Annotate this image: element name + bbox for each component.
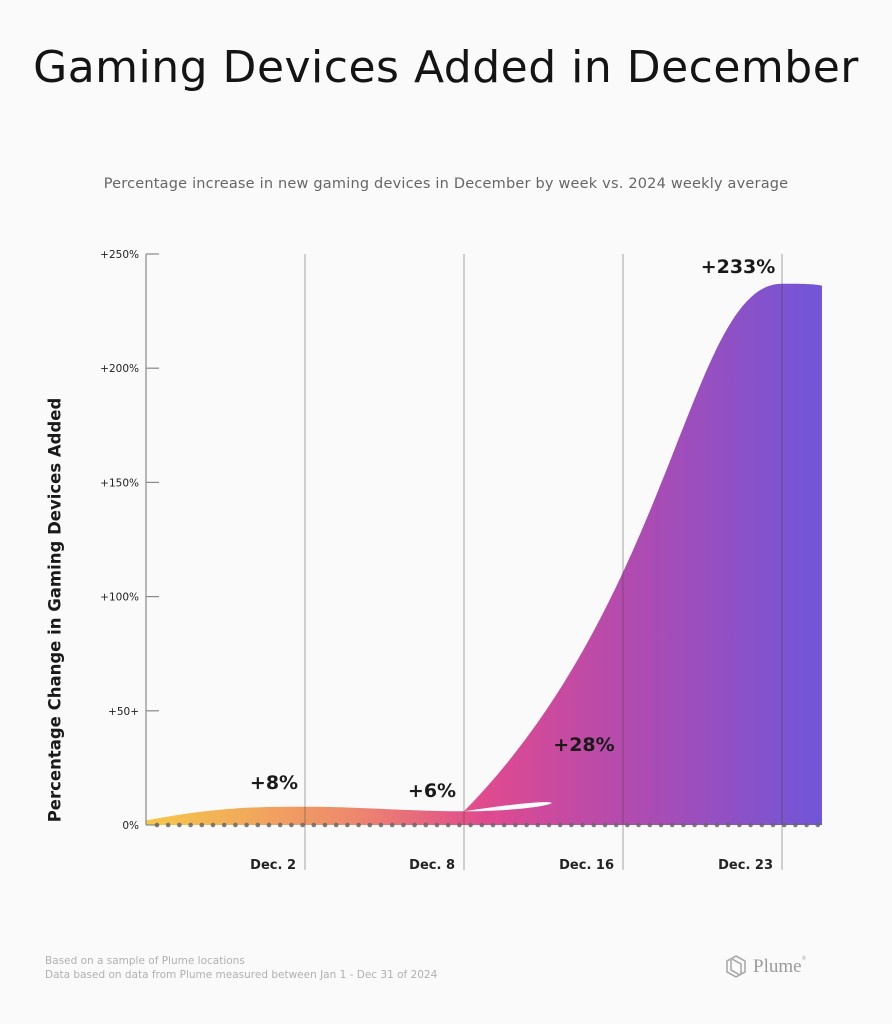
baseline-dot — [457, 822, 462, 828]
data-label: +8% — [250, 772, 298, 794]
baseline-dot — [804, 822, 809, 828]
baseline-dot — [188, 822, 193, 828]
x-tick-label: Dec. 2 — [250, 858, 296, 873]
baseline-dot — [647, 822, 653, 828]
baseline-dot — [714, 822, 720, 828]
baseline-dot — [781, 822, 787, 828]
baseline-dot — [277, 822, 283, 828]
area-series — [146, 283, 822, 825]
baseline-dot — [557, 822, 563, 828]
baseline-dot — [210, 822, 216, 828]
baseline-dot — [580, 822, 585, 828]
baseline-dot — [356, 822, 361, 828]
data-label: +6% — [408, 780, 456, 802]
data-label: +28% — [553, 734, 614, 756]
y-tick-label: +200% — [100, 363, 139, 375]
baseline-dot — [669, 822, 675, 828]
x-tick-label: Dec. 23 — [718, 858, 773, 873]
baseline-dot — [322, 822, 328, 828]
chart-title: Gaming Devices Added in December — [0, 40, 892, 96]
baseline-dot — [367, 822, 373, 828]
y-axis-label: Percentage Change in Gaming Devices Adde… — [45, 397, 65, 823]
baseline-dot — [569, 822, 574, 828]
baseline-dot — [658, 822, 664, 828]
baseline-dot — [535, 822, 541, 828]
footnote-data-range: Data based on data from Plume measured b… — [45, 969, 438, 981]
baseline-dot — [681, 822, 686, 828]
baseline-dot — [333, 822, 339, 828]
x-tick-label: Dec. 8 — [409, 858, 455, 873]
chart-subtitle: Percentage increase in new gaming device… — [103, 176, 789, 192]
baseline-dot — [591, 822, 597, 828]
baseline-dot — [423, 822, 429, 828]
baseline-dot — [389, 822, 395, 828]
baseline-dot — [737, 822, 742, 828]
baseline-dot — [725, 822, 731, 828]
y-tick-label: +150% — [100, 477, 139, 489]
baseline-dot — [793, 822, 798, 828]
y-tick-label: +50+ — [108, 706, 139, 718]
baseline-dot — [513, 822, 518, 828]
baseline-dot — [468, 822, 473, 828]
baseline-dot — [546, 822, 552, 828]
baseline-dot — [255, 822, 261, 828]
baseline-dot — [602, 822, 608, 828]
baseline-dot — [289, 822, 294, 828]
baseline-dot — [154, 822, 160, 828]
baseline-dot — [412, 822, 417, 828]
baseline-dot — [613, 822, 619, 828]
baseline-dot — [748, 822, 753, 828]
baseline-dot — [759, 822, 765, 828]
baseline-dot — [434, 822, 440, 828]
baseline-dot — [300, 822, 305, 828]
baseline-dot — [636, 822, 641, 828]
baseline-dot — [233, 822, 238, 828]
y-tick-label: 0% — [122, 820, 139, 832]
x-tick-label: Dec. 16 — [559, 858, 614, 873]
plume-logo: Plume® — [724, 954, 806, 980]
baseline-dot — [401, 822, 406, 828]
baseline-dot — [311, 822, 317, 828]
baseline-dot — [199, 822, 205, 828]
y-tick-label: +250% — [100, 249, 139, 261]
plume-logo-wordmark: Plume — [753, 956, 802, 977]
baseline-dot — [378, 822, 384, 828]
baseline-dot — [692, 822, 697, 828]
chart-title-text: Gaming Devices Added in December — [33, 42, 859, 93]
baseline-dot — [244, 822, 249, 828]
baseline-dot — [345, 822, 350, 828]
baseline-dot — [221, 822, 227, 828]
baseline-dot — [815, 822, 821, 828]
baseline-dot — [266, 822, 272, 828]
baseline-dot — [177, 822, 182, 828]
baseline-dot — [501, 822, 507, 828]
plume-logo-text: Plume® — [753, 956, 806, 978]
baseline-dot — [625, 822, 630, 828]
y-tick-label: +100% — [100, 592, 139, 604]
plume-logo-icon — [726, 955, 746, 978]
registered-mark: ® — [801, 956, 807, 962]
data-label: +233% — [701, 256, 776, 278]
baseline-dot — [490, 822, 496, 828]
baseline-dot — [703, 822, 709, 828]
baseline-dot — [524, 822, 529, 828]
baseline-dot — [770, 822, 776, 828]
baseline-dot — [445, 822, 451, 828]
footnote-sample: Based on a sample of Plume locations — [45, 955, 245, 967]
baseline-dot — [479, 822, 485, 828]
baseline-dot — [165, 822, 171, 828]
